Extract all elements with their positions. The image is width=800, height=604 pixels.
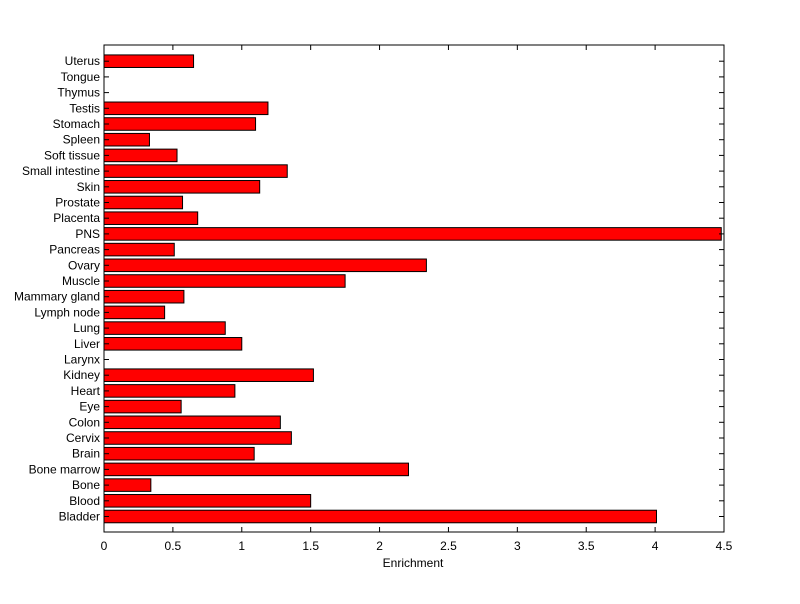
x-tick-label: 3: [514, 539, 521, 553]
y-tick-label-liver: Liver: [74, 337, 100, 351]
bar-testis: [103, 101, 269, 116]
y-tick-label-blood: Blood: [69, 494, 100, 508]
x-tick-label: 4.5: [716, 539, 733, 553]
y-tick-label-pns: PNS: [75, 227, 100, 241]
y-tick-label-tongue: Tongue: [61, 70, 101, 84]
y-tick-label-spleen: Spleen: [63, 133, 100, 147]
y-tick-label-prostate: Prostate: [55, 196, 100, 210]
y-tick-label-heart: Heart: [71, 384, 101, 398]
bar-small-intestine: [103, 164, 288, 178]
y-tick-label-cervix: Cervix: [66, 431, 100, 445]
x-tick-label: 4: [652, 539, 659, 553]
y-tick-label-soft-tissue: Soft tissue: [44, 148, 100, 162]
x-tick-label: 0: [101, 539, 108, 553]
bar-uterus: [103, 54, 195, 68]
x-axis-label: Enrichment: [383, 556, 444, 570]
y-tick-label-bone-marrow: Bone marrow: [29, 462, 101, 476]
bar-colon: [103, 415, 281, 430]
x-tick-label: 1.5: [302, 539, 319, 553]
y-tick-label-bone: Bone: [72, 478, 100, 492]
bar-heart: [103, 384, 236, 398]
axes-box: [103, 44, 725, 533]
bar-lymph-node: [103, 305, 166, 320]
bar-spleen: [103, 132, 150, 147]
bar-stomach: [103, 117, 257, 131]
bar-kidney: [103, 368, 314, 382]
y-tick-label-small-intestine: Small intestine: [22, 164, 100, 178]
bar-lung: [103, 321, 226, 335]
y-tick-label-testis: Testis: [69, 101, 100, 115]
bar-blood: [103, 494, 312, 508]
y-tick-label-lymph-node: Lymph node: [34, 305, 100, 319]
bar-soft-tissue: [103, 148, 178, 163]
x-tick-label: 2: [376, 539, 383, 553]
x-tick-label: 3.5: [578, 539, 595, 553]
y-tick-label-mammary-gland: Mammary gland: [14, 290, 100, 304]
bar-brain: [103, 446, 255, 461]
x-tick-label: 1: [238, 539, 245, 553]
bar-eye: [103, 399, 182, 414]
y-tick-label-pancreas: Pancreas: [49, 243, 100, 257]
y-tick-label-muscle: Muscle: [62, 274, 100, 288]
bar-prostate: [103, 195, 184, 210]
y-tick-label-kidney: Kidney: [63, 368, 100, 382]
y-tick-label-colon: Colon: [69, 415, 100, 429]
bar-mammary-gland: [103, 289, 185, 304]
x-tick-label: 0.5: [165, 539, 182, 553]
y-tick-label-stomach: Stomach: [53, 117, 100, 131]
bar-placenta: [103, 211, 199, 225]
y-tick-label-skin: Skin: [77, 180, 100, 194]
bar-muscle: [103, 274, 346, 288]
bar-ovary: [103, 258, 427, 273]
bar-bone-marrow: [103, 462, 409, 477]
bar-pancreas: [103, 242, 175, 257]
bar-pns: [103, 227, 722, 241]
y-tick-label-larynx: Larynx: [64, 353, 100, 367]
bar-cervix: [103, 431, 292, 445]
y-tick-label-eye: Eye: [79, 400, 100, 414]
y-tick-label-ovary: Ovary: [68, 258, 100, 272]
bar-skin: [103, 180, 261, 194]
bar-liver: [103, 337, 243, 351]
y-tick-label-placenta: Placenta: [53, 211, 100, 225]
y-tick-label-uterus: Uterus: [65, 54, 100, 68]
y-tick-label-lung: Lung: [73, 321, 100, 335]
x-tick-label: 2.5: [440, 539, 457, 553]
y-tick-label-brain: Brain: [72, 447, 100, 461]
bar-bone: [103, 478, 152, 492]
bar-bladder: [103, 509, 657, 524]
y-tick-label-thymus: Thymus: [57, 86, 100, 100]
y-tick-label-bladder: Bladder: [59, 510, 100, 524]
